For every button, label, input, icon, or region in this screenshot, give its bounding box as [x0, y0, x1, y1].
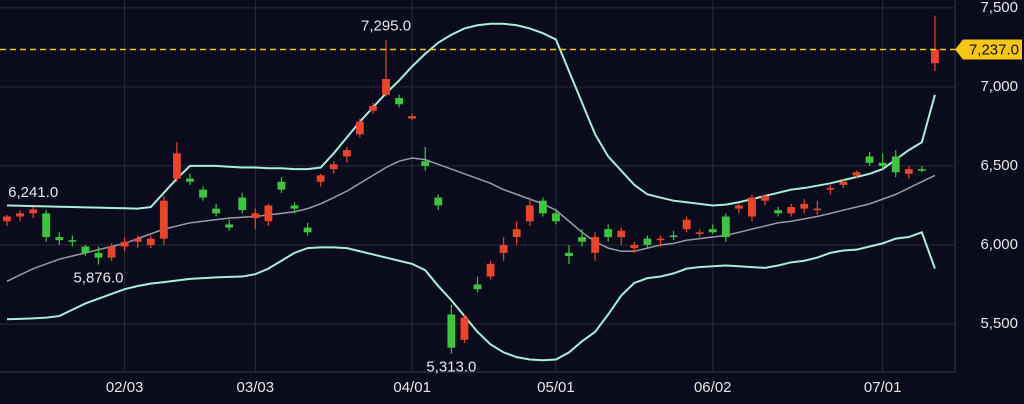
candle-body: [369, 105, 377, 111]
candle-body: [395, 97, 404, 105]
candle-body: [512, 229, 521, 238]
candle-body: [146, 238, 155, 245]
candle-body: [617, 230, 626, 238]
candle-body: [329, 164, 338, 170]
candle-body: [199, 189, 207, 198]
candle-body: [421, 161, 430, 166]
candle-body: [682, 219, 691, 230]
candle-body: [643, 238, 652, 245]
candle-body: [107, 246, 116, 258]
candle-body: [316, 175, 325, 182]
candle-body: [734, 205, 743, 209]
candle-body: [565, 252, 573, 257]
y-tick-label: 6,000: [980, 236, 1018, 253]
lower-band: [6, 231, 936, 362]
annotation: 5,876.0: [73, 270, 123, 287]
candle-body: [604, 229, 613, 238]
candle-body: [277, 181, 286, 190]
candle-body: [878, 162, 887, 166]
candle-body: [159, 200, 168, 239]
candle-body: [81, 246, 90, 253]
candle-body: [917, 169, 926, 171]
candle-body: [787, 207, 796, 214]
x-tick-label: 03/03: [237, 379, 275, 396]
candle-body: [656, 238, 665, 241]
candle-body: [669, 235, 678, 238]
candle-body: [578, 237, 586, 242]
candle-body: [708, 229, 717, 233]
y-tick-label: 6,500: [980, 157, 1018, 174]
candle-body: [748, 197, 756, 217]
candle-body: [29, 209, 38, 214]
candle-body: [355, 121, 364, 135]
y-tick-label: 7,000: [980, 78, 1018, 95]
candle-body: [591, 237, 600, 253]
x-tick-label: 04/01: [393, 379, 431, 396]
candle-body: [186, 178, 194, 182]
candle-body: [813, 208, 822, 211]
candle-body: [408, 116, 417, 119]
candle-body: [551, 213, 560, 222]
candle-body: [486, 263, 495, 277]
candle-body: [382, 79, 390, 95]
x-tick-label: 06/02: [694, 379, 732, 396]
candle-body: [761, 195, 769, 201]
candle-body: [120, 241, 129, 247]
candle-body: [68, 240, 77, 242]
candle-body: [447, 314, 456, 348]
candle-body: [499, 244, 508, 253]
annotation: 7,295.0: [361, 17, 411, 34]
candle-body: [538, 200, 547, 214]
upper-band: [6, 22, 936, 210]
candle-body: [721, 216, 730, 238]
candle-body: [460, 317, 469, 340]
candle-body: [904, 169, 913, 174]
x-tick-label: 05/01: [537, 379, 575, 396]
candle-body: [342, 150, 351, 157]
candle-body: [774, 210, 783, 214]
last-price-tag: [955, 39, 1022, 60]
candle-body: [303, 227, 312, 233]
candle-body: [251, 213, 260, 219]
candle-body: [212, 208, 221, 214]
candle-body: [826, 188, 835, 190]
y-tick-label: 7,500: [980, 0, 1018, 16]
candle-body: [865, 156, 874, 163]
candle-body: [264, 205, 273, 222]
candle-body: [852, 172, 861, 176]
candle-body: [290, 205, 299, 209]
candle-body: [839, 181, 848, 185]
candle-body: [473, 284, 482, 290]
x-tick-label: 02/03: [106, 379, 144, 396]
candle-body: [525, 205, 534, 222]
x-tick-label: 07/01: [864, 379, 902, 396]
candle-body: [42, 213, 51, 238]
last-price-label: 7,237.0: [969, 41, 1019, 58]
y-tick-label: 5,500: [980, 315, 1018, 332]
candle-body: [800, 203, 809, 209]
candle-body: [434, 197, 443, 206]
candle-body: [931, 49, 939, 64]
candle-body: [3, 216, 11, 222]
candle-body: [133, 238, 142, 242]
candle-body: [16, 213, 24, 217]
candle-body: [55, 237, 64, 241]
candle-body: [695, 232, 704, 234]
annotation: 5,313.0: [426, 358, 476, 375]
candle-body: [238, 197, 247, 211]
candle-body: [630, 244, 639, 249]
annotation: 6,241.0: [8, 184, 58, 201]
candle-body: [891, 156, 900, 173]
candle-body: [172, 153, 181, 179]
candle-body: [225, 224, 234, 228]
candle-body: [94, 252, 103, 258]
